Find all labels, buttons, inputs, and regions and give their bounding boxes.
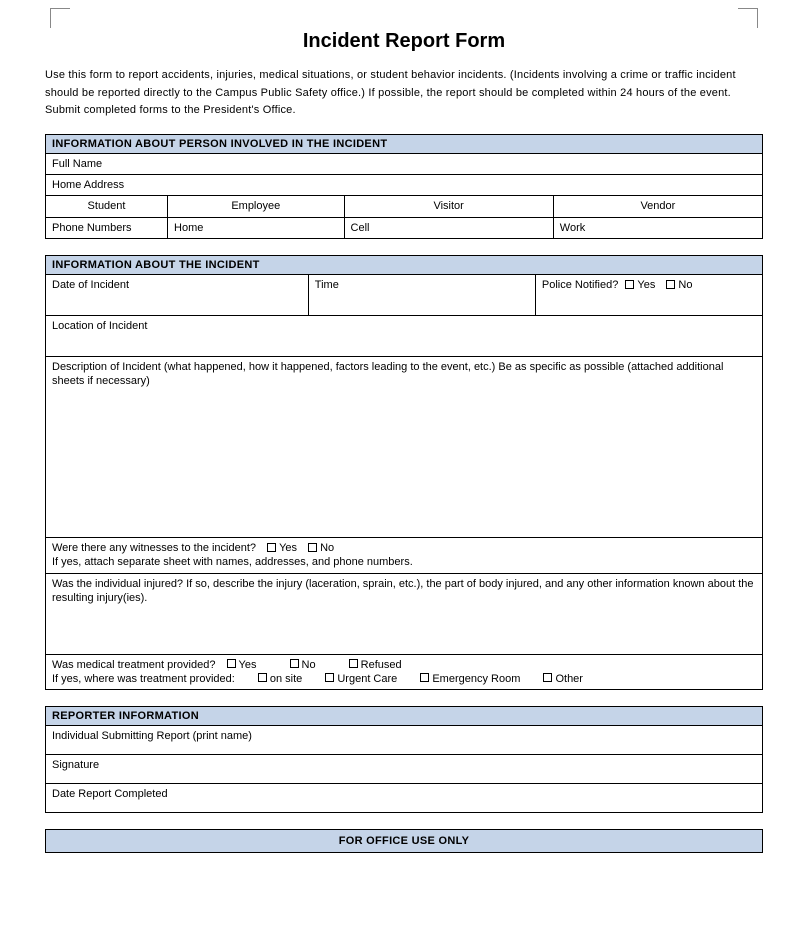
description-field[interactable]: Description of Incident (what happened, … bbox=[46, 357, 762, 537]
role-visitor[interactable]: Visitor bbox=[345, 196, 554, 216]
time-field[interactable]: Time bbox=[309, 275, 536, 315]
witnesses-field[interactable]: Were there any witnesses to the incident… bbox=[46, 538, 762, 573]
section-person-header: INFORMATION ABOUT PERSON INVOLVED IN THE… bbox=[46, 135, 762, 154]
treat-other-checkbox[interactable] bbox=[543, 673, 552, 682]
location-field[interactable]: Location of Incident bbox=[46, 316, 762, 356]
office-use-only: FOR OFFICE USE ONLY bbox=[45, 829, 763, 853]
crop-mark-tr bbox=[738, 8, 758, 28]
phone-work-field[interactable]: Work bbox=[554, 218, 762, 238]
date-of-incident-field[interactable]: Date of Incident bbox=[46, 275, 309, 315]
crop-mark-tl bbox=[50, 8, 70, 28]
medical-yes-checkbox[interactable] bbox=[227, 659, 236, 668]
treatment-question: If yes, where was treatment provided: bbox=[52, 673, 235, 685]
role-employee[interactable]: Employee bbox=[168, 196, 345, 216]
treat-urgent-label: Urgent Care bbox=[337, 673, 397, 685]
phone-cell-field[interactable]: Cell bbox=[345, 218, 554, 238]
treat-onsite-checkbox[interactable] bbox=[258, 673, 267, 682]
police-yes-checkbox[interactable] bbox=[625, 280, 634, 289]
med-no-label: No bbox=[302, 659, 316, 671]
treat-urgent-checkbox[interactable] bbox=[325, 673, 334, 682]
medical-refused-checkbox[interactable] bbox=[349, 659, 358, 668]
signature-field[interactable]: Signature bbox=[46, 755, 762, 783]
date-completed-field[interactable]: Date Report Completed bbox=[46, 784, 762, 812]
wit-no-label: No bbox=[320, 542, 334, 554]
treat-onsite-label: on site bbox=[270, 673, 302, 685]
intro-text: Use this form to report accidents, injur… bbox=[45, 67, 763, 120]
medical-treatment-field[interactable]: Was medical treatment provided? Yes No R… bbox=[46, 655, 762, 690]
section-incident: INFORMATION ABOUT THE INCIDENT Date of I… bbox=[45, 255, 763, 690]
submitter-field[interactable]: Individual Submitting Report (print name… bbox=[46, 726, 762, 754]
witnesses-hint: If yes, attach separate sheet with names… bbox=[52, 556, 413, 568]
police-no-checkbox[interactable] bbox=[666, 280, 675, 289]
section-person: INFORMATION ABOUT PERSON INVOLVED IN THE… bbox=[45, 134, 763, 239]
role-vendor[interactable]: Vendor bbox=[554, 196, 762, 216]
section-incident-header: INFORMATION ABOUT THE INCIDENT bbox=[46, 256, 762, 275]
section-reporter: REPORTER INFORMATION Individual Submitti… bbox=[45, 706, 763, 813]
role-student[interactable]: Student bbox=[46, 196, 168, 216]
phone-numbers-label: Phone Numbers bbox=[46, 218, 168, 238]
treat-other-label: Other bbox=[555, 673, 583, 685]
medical-no-checkbox[interactable] bbox=[290, 659, 299, 668]
form-title: Incident Report Form bbox=[45, 30, 763, 53]
treat-er-label: Emergency Room bbox=[432, 673, 520, 685]
police-notified-field[interactable]: Police Notified? Yes No bbox=[536, 275, 762, 315]
police-label: Police Notified? bbox=[542, 279, 618, 291]
phone-home-field[interactable]: Home bbox=[168, 218, 345, 238]
witnesses-yes-checkbox[interactable] bbox=[267, 543, 276, 552]
med-refused-label: Refused bbox=[361, 659, 402, 671]
police-yes-label: Yes bbox=[637, 279, 655, 291]
police-no-label: No bbox=[678, 279, 692, 291]
home-address-field[interactable]: Home Address bbox=[46, 175, 762, 195]
witnesses-question: Were there any witnesses to the incident… bbox=[52, 542, 256, 554]
section-reporter-header: REPORTER INFORMATION bbox=[46, 707, 762, 726]
injury-field[interactable]: Was the individual injured? If so, descr… bbox=[46, 574, 762, 654]
treat-er-checkbox[interactable] bbox=[420, 673, 429, 682]
full-name-field[interactable]: Full Name bbox=[46, 154, 762, 174]
med-yes-label: Yes bbox=[239, 659, 257, 671]
medical-question: Was medical treatment provided? bbox=[52, 659, 215, 671]
wit-yes-label: Yes bbox=[279, 542, 297, 554]
witnesses-no-checkbox[interactable] bbox=[308, 543, 317, 552]
